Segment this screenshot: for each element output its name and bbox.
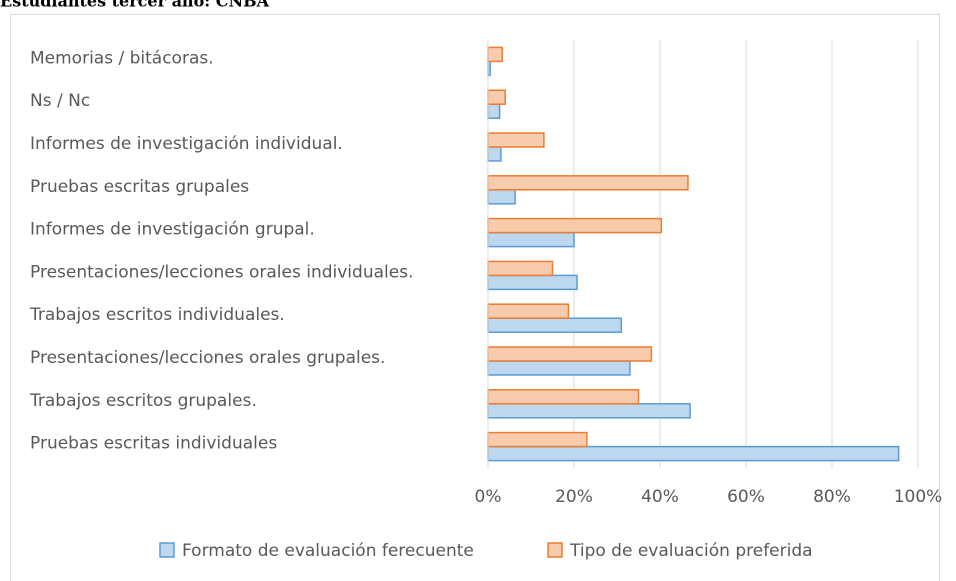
bar	[487, 189, 516, 205]
y-tick-label: Pruebas escritas individuales	[30, 434, 277, 454]
legend-swatch	[159, 542, 175, 558]
bar	[487, 231, 575, 248]
bar	[487, 445, 900, 462]
y-tick-label: Presentaciones/lecciones orales grupales…	[30, 348, 385, 368]
chart-title: Estudiantes tercer año: CNBA	[0, 0, 270, 11]
x-tick-label: 0%	[475, 487, 502, 507]
bar	[487, 274, 578, 291]
y-tick-label: Pruebas escritas grupales	[30, 177, 249, 197]
bar	[487, 346, 653, 362]
legend-label: Tipo de evaluación preferida	[569, 541, 813, 561]
bar	[487, 217, 663, 234]
bar	[487, 360, 631, 376]
x-tick-label: 20%	[555, 487, 593, 507]
bar	[487, 389, 640, 405]
y-tick-label: Trabajos escritos grupales.	[29, 391, 257, 411]
chart-frame	[10, 14, 940, 581]
y-tick-label: Ns / Nc	[30, 91, 90, 111]
x-tick-label: 60%	[727, 487, 765, 507]
bar	[487, 46, 503, 63]
bar	[487, 260, 554, 277]
bar	[487, 175, 689, 191]
bar	[487, 103, 501, 119]
y-tick-label: Presentaciones/lecciones orales individu…	[30, 262, 413, 282]
x-tick-label: 100%	[894, 487, 943, 507]
bar	[487, 146, 502, 162]
x-tick-label: 80%	[813, 487, 851, 507]
bar	[487, 132, 545, 148]
y-tick-label: Informes de investigación grupal.	[30, 220, 315, 240]
bar	[487, 317, 623, 333]
y-tick-label: Trabajos escritos individuales.	[29, 305, 285, 325]
bar	[487, 431, 588, 448]
legend-label: Formato de evaluación ferecuente	[182, 541, 474, 561]
bar	[487, 89, 506, 105]
bar	[487, 303, 570, 319]
y-tick-label: Memorias / bitácoras.	[30, 48, 214, 68]
legend-swatch	[547, 542, 563, 558]
y-tick-label: Informes de investigación individual.	[30, 134, 343, 154]
bar	[487, 403, 691, 419]
x-tick-label: 40%	[641, 487, 679, 507]
